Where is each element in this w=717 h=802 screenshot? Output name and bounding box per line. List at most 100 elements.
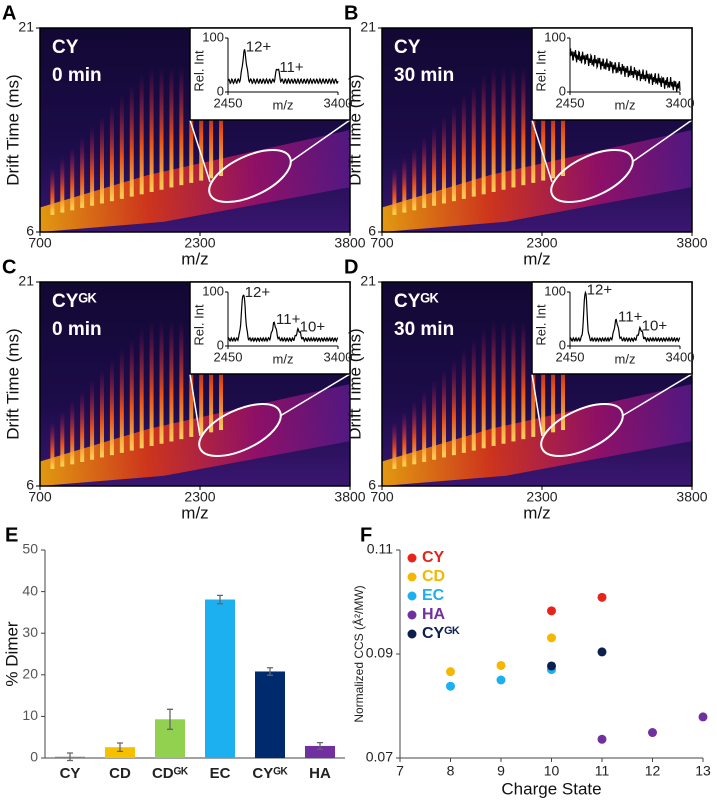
x-tick-label: 2300 bbox=[184, 235, 215, 251]
inset-spectrum bbox=[569, 48, 681, 93]
x-tick-label: 12 bbox=[645, 763, 661, 779]
heatmap-streak bbox=[551, 66, 556, 179]
panel-letter: D bbox=[344, 256, 358, 278]
y-tick-label: 21 bbox=[360, 273, 376, 289]
heatmap-streak bbox=[471, 84, 476, 197]
heatmap-streak bbox=[80, 390, 85, 463]
legend-swatch bbox=[407, 610, 417, 620]
inset-y-label: Rel. Int bbox=[533, 304, 548, 346]
legend-swatch bbox=[407, 572, 417, 582]
heatmap-streak bbox=[119, 94, 124, 199]
legend-text: CD bbox=[422, 568, 445, 585]
heatmap-streak bbox=[169, 66, 174, 188]
heatmap-streak bbox=[481, 73, 486, 195]
data-point bbox=[597, 734, 607, 744]
y-tick-label: 50 bbox=[22, 541, 38, 557]
x-tick-label: 2300 bbox=[526, 235, 557, 251]
heatmap-streak bbox=[521, 320, 526, 440]
data-point bbox=[648, 728, 657, 738]
inset-y-tick-label: 0 bbox=[559, 337, 566, 352]
x-tick-label: EC bbox=[210, 765, 231, 782]
inset-box bbox=[531, 27, 693, 121]
callout-line bbox=[621, 373, 693, 417]
x-tick-label: 10 bbox=[544, 763, 560, 779]
peak-annotation: 10+ bbox=[300, 319, 326, 336]
inset-x-tick-label: 3400 bbox=[324, 95, 353, 110]
panel-letter: C bbox=[2, 256, 16, 278]
x-tick-label: CDᴳᴷ bbox=[152, 765, 188, 782]
inset-x-tick-label: 2450 bbox=[214, 95, 243, 110]
heatmap-streak bbox=[70, 147, 75, 211]
x-axis-label: m/z bbox=[181, 503, 208, 522]
inset-y-label: Rel. Int bbox=[533, 50, 548, 92]
y-tick-label: 6 bbox=[368, 223, 376, 239]
panel-title: CYᴳᴷ bbox=[394, 291, 439, 312]
heatmap-streak bbox=[521, 66, 526, 186]
x-tick-label: HA bbox=[309, 765, 331, 782]
peak-annotation: 11+ bbox=[618, 308, 643, 325]
heatmap-streak bbox=[491, 320, 496, 447]
panel-letter: B bbox=[344, 2, 358, 24]
y-tick-label: 30 bbox=[22, 624, 38, 640]
error-bar bbox=[117, 742, 123, 752]
inset-x-tick-label: 2450 bbox=[214, 349, 243, 364]
inset-x-label: m/z bbox=[615, 351, 636, 366]
panel-subtitle: 30 min bbox=[394, 319, 454, 340]
peak-annotation: 10+ bbox=[642, 318, 668, 335]
inset-box bbox=[531, 281, 693, 375]
heatmap-streak bbox=[412, 401, 417, 465]
heatmap-streak bbox=[511, 320, 516, 442]
heatmap-streak bbox=[209, 66, 214, 179]
inset-y-tick-label: 100 bbox=[202, 283, 224, 298]
x-tick-label: 8 bbox=[447, 763, 455, 779]
y-tick-label: 21 bbox=[360, 19, 376, 35]
inset-y-tick-label: 0 bbox=[217, 83, 224, 98]
highlight-ellipse bbox=[208, 149, 292, 203]
panel-title: CY bbox=[52, 37, 79, 58]
heatmap-streak bbox=[422, 390, 427, 463]
heatmap-streak bbox=[199, 320, 204, 435]
legend-text: EC bbox=[422, 587, 445, 604]
x-tick-label: CYᴳᴷ bbox=[252, 765, 287, 782]
heatmap-band bbox=[40, 384, 350, 486]
heatmap-streak bbox=[80, 136, 85, 209]
x-tick-label: 700 bbox=[28, 235, 52, 251]
heatmap-streak bbox=[442, 369, 446, 458]
heatmap-streak bbox=[149, 320, 154, 447]
y-tick-label: 0.07 bbox=[366, 749, 393, 765]
inset-box bbox=[189, 27, 351, 121]
heatmap-streak bbox=[139, 73, 144, 195]
inset-spectrum bbox=[227, 294, 339, 343]
panel-letter: A bbox=[2, 2, 16, 24]
heatmap-streak bbox=[392, 167, 397, 215]
panel-subtitle: 30 min bbox=[394, 65, 454, 86]
data-point bbox=[547, 633, 556, 643]
callout-line bbox=[279, 373, 351, 417]
inset-y-tick-label: 100 bbox=[544, 283, 566, 298]
y-tick-label: 0.11 bbox=[367, 541, 393, 557]
heatmap-streak bbox=[461, 94, 466, 199]
inset-x-label: m/z bbox=[273, 351, 294, 366]
panel-letter: E bbox=[5, 524, 18, 546]
heatmap-streak bbox=[149, 66, 154, 193]
panel-title: CYᴳᴷ bbox=[52, 291, 97, 312]
error-bar bbox=[317, 741, 323, 750]
x-tick-label: 3800 bbox=[334, 489, 365, 505]
heatmap-streak bbox=[511, 66, 516, 188]
x-axis-label: m/z bbox=[523, 249, 550, 268]
data-point bbox=[496, 675, 506, 685]
legend-text: HA bbox=[422, 606, 446, 623]
heatmap-streak bbox=[139, 327, 144, 449]
heatmap-streak bbox=[129, 338, 134, 451]
error-bar bbox=[167, 708, 173, 730]
heatmap-streak bbox=[451, 105, 456, 202]
heatmap-streak bbox=[471, 338, 476, 451]
y-tick-label: 0.09 bbox=[366, 645, 393, 661]
heatmap-streak bbox=[109, 359, 114, 456]
heatmap-streak bbox=[70, 401, 75, 465]
data-point bbox=[698, 712, 708, 722]
heatmap-streak bbox=[432, 126, 437, 206]
x-tick-label: 3800 bbox=[334, 235, 365, 251]
inset-y-label: Rel. Int bbox=[191, 50, 206, 92]
